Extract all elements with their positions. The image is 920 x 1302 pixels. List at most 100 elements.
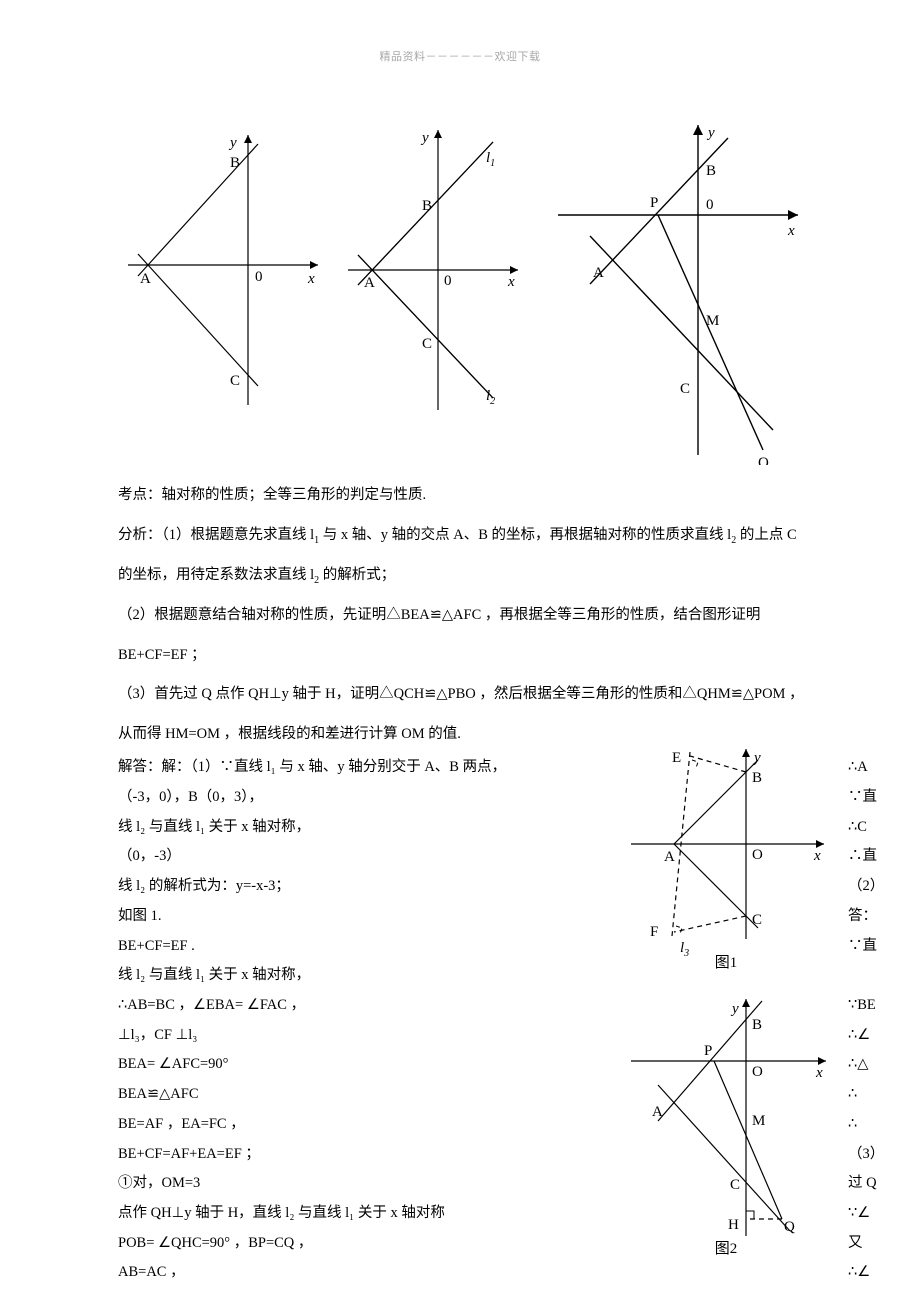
fenxi-line5: （3）首先过 Q 点作 QH⊥y 轴于 H，证明△QCH≌△PBO ，然后根据全… <box>118 679 898 711</box>
sr11: ∴ <box>848 1080 904 1110</box>
svg-text:x: x <box>813 848 821 864</box>
sol-l4: 线 l₂ 的解析式为：y=-x-3； <box>118 872 606 902</box>
svg-text:O: O <box>752 847 763 863</box>
svg-text:H: H <box>728 1217 739 1233</box>
fenxi-line3: （2）根据题意结合轴对称的性质，先证明△BEA≌△AFC ，再根据全等三角形的性… <box>118 600 898 632</box>
svg-text:Q: Q <box>784 1219 795 1235</box>
sol-l5: 如图 1. <box>118 902 606 932</box>
sol-l17: AB=AC ， <box>118 1258 606 1288</box>
sol-l1: （-3，0），B（0，3）， <box>118 783 606 813</box>
sr1: ∵直 <box>848 783 904 813</box>
line-l2-label: l2 <box>486 388 495 407</box>
x-axis-label: x <box>307 271 315 287</box>
svg-text:F: F <box>650 924 658 940</box>
t: 与 x 轴、y 轴的交点 A、B 的坐标，再根据轴对称的性质求直线 l <box>319 527 731 543</box>
solution-figure-2: x y O A B C P M H Q 图2 <box>616 991 836 1261</box>
point-A: A <box>364 275 375 291</box>
solfig2-caption: 图2 <box>715 1240 738 1257</box>
point-C: C <box>680 381 690 397</box>
sol-l8: ∴AB=BC ，∠EBA= ∠FAC ， <box>118 991 606 1021</box>
t: 的解析式； <box>319 567 395 583</box>
sol-l16: POB= ∠QHC=90° ，BP=CQ ， <box>118 1229 606 1259</box>
svg-text:y: y <box>730 1001 739 1017</box>
solution-figs: x y O A B C E F l3 图1 <box>616 753 836 1274</box>
fenxi-line2: 的坐标，用待定系数法求直线 l2 的解析式； <box>118 560 898 592</box>
sol-l12: BE=AF ，EA=FC ， <box>118 1110 606 1140</box>
svg-text:E: E <box>672 750 681 766</box>
y-axis-label: y <box>420 130 429 146</box>
sr12: ∴ <box>848 1110 904 1140</box>
figure-1: x y 0 A B C <box>118 115 328 415</box>
svg-text:P: P <box>704 1043 712 1059</box>
sr10: ∴△ <box>848 1050 904 1080</box>
sr15: ∵∠ <box>848 1199 904 1229</box>
sr4: （2） <box>848 872 904 902</box>
sr17: ∴∠ <box>848 1258 904 1288</box>
point-A: A <box>593 265 604 281</box>
sr8: ∵BE <box>848 991 904 1021</box>
svg-text:B: B <box>752 770 762 786</box>
solution-left-col: 解答：解：（1）∵直线 l₁ 与 x 轴、y 轴分别交于 A、B 两点， （-3… <box>118 753 606 1288</box>
point-Q: Q <box>758 455 769 465</box>
sr13: （3） <box>848 1140 904 1170</box>
point-C: C <box>422 336 432 352</box>
fenxi-line1: 分析：（1）根据题意先求直线 l1 与 x 轴、y 轴的交点 A、B 的坐标，再… <box>118 520 898 552</box>
sr5: 答： <box>848 902 904 932</box>
svg-text:O: O <box>752 1064 763 1080</box>
t: 分析：（1）根据题意先求直线 l <box>118 527 314 543</box>
point-A: A <box>140 271 151 287</box>
svg-text:M: M <box>752 1113 765 1129</box>
svg-text:B: B <box>752 1017 762 1033</box>
x-axis-label: x <box>507 274 515 290</box>
sol-l9: ⊥l₃，CF ⊥l₃ <box>118 1021 606 1051</box>
sr6: ∵直 <box>848 932 904 962</box>
sol-l7: 线 l₂ 与直线 l₁ 关于 x 轴对称， <box>118 961 606 991</box>
page-header: 精品资料－－－－－－欢迎下载 <box>0 48 920 64</box>
sr9: ∴∠ <box>848 1021 904 1051</box>
origin-label: 0 <box>255 269 263 285</box>
kaodian: 考点：轴对称的性质；全等三角形的判定与性质. <box>118 480 898 512</box>
svg-text:A: A <box>664 849 675 865</box>
figures-row: x y 0 A B C x <box>118 115 888 445</box>
figure-3: x y 0 A B C P M Q <box>538 115 808 465</box>
sr16: 又 <box>848 1229 904 1259</box>
sol-l15: 点作 QH⊥y 轴于 H，直线 l₂ 与直线 l₁ 关于 x 轴对称 <box>118 1199 606 1229</box>
sr7 <box>848 961 904 991</box>
point-C: C <box>230 373 240 389</box>
sol-l14: ①对，OM=3 <box>118 1169 606 1199</box>
y-axis-label: y <box>706 125 715 141</box>
solution-figure-1: x y O A B C E F l3 图1 <box>616 739 836 974</box>
sol-l2: 线 l₂ 与直线 l₁ 关于 x 轴对称， <box>118 813 606 843</box>
point-B: B <box>422 198 432 214</box>
line-l1-label: l1 <box>486 150 495 169</box>
svg-text:C: C <box>752 912 762 928</box>
sol-l6: BE+CF=EF . <box>118 932 606 962</box>
solution-right-col: ∴A ∵直 ∴C ∴直 （2） 答： ∵直 ∵BE ∴∠ ∴△ ∴ ∴ （3） … <box>848 753 904 1288</box>
svg-text:C: C <box>730 1177 740 1193</box>
solution-block: 解答：解：（1）∵直线 l₁ 与 x 轴、y 轴分别交于 A、B 两点， （-3… <box>118 753 898 1288</box>
t: 的上点 C <box>736 527 796 543</box>
sol-l11: BEA≌△AFC <box>118 1080 606 1110</box>
sr0: ∴A <box>848 753 904 783</box>
x-axis-label: x <box>787 223 795 239</box>
svg-text:l3: l3 <box>680 940 689 959</box>
sr3: ∴直 <box>848 842 904 872</box>
svg-text:A: A <box>652 1104 663 1120</box>
t: 的坐标，用待定系数法求直线 l <box>118 567 314 583</box>
sol-l13: BE+CF=AF+EA=EF ； <box>118 1140 606 1170</box>
content-block: 考点：轴对称的性质；全等三角形的判定与性质. 分析：（1）根据题意先求直线 l1… <box>118 480 898 1288</box>
figure-2: x y 0 A B C l1 l2 <box>333 115 533 415</box>
sol-l3: （0，-3） <box>118 842 606 872</box>
sr14: 过 Q <box>848 1169 904 1199</box>
svg-text:y: y <box>752 750 761 766</box>
sol-l0: 解答：解：（1）∵直线 l₁ 与 x 轴、y 轴分别交于 A、B 两点， <box>118 753 606 783</box>
point-B: B <box>230 155 240 171</box>
solfig1-caption: 图1 <box>715 954 738 971</box>
point-B: B <box>706 163 716 179</box>
fenxi-line4: BE+CF=EF ； <box>118 640 898 672</box>
point-M: M <box>706 313 719 329</box>
y-axis-label: y <box>228 135 237 151</box>
point-P: P <box>650 195 658 211</box>
origin-label: 0 <box>444 273 452 289</box>
origin-label: 0 <box>706 197 714 213</box>
